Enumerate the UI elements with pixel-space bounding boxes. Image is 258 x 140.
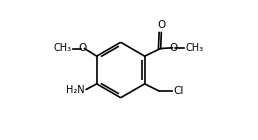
Text: O: O	[157, 20, 165, 30]
Text: O: O	[79, 43, 87, 53]
Text: O: O	[170, 43, 178, 52]
Text: CH₃: CH₃	[185, 43, 203, 52]
Text: H₂N: H₂N	[66, 85, 84, 95]
Text: CH₃: CH₃	[53, 43, 71, 53]
Text: Cl: Cl	[174, 87, 184, 96]
